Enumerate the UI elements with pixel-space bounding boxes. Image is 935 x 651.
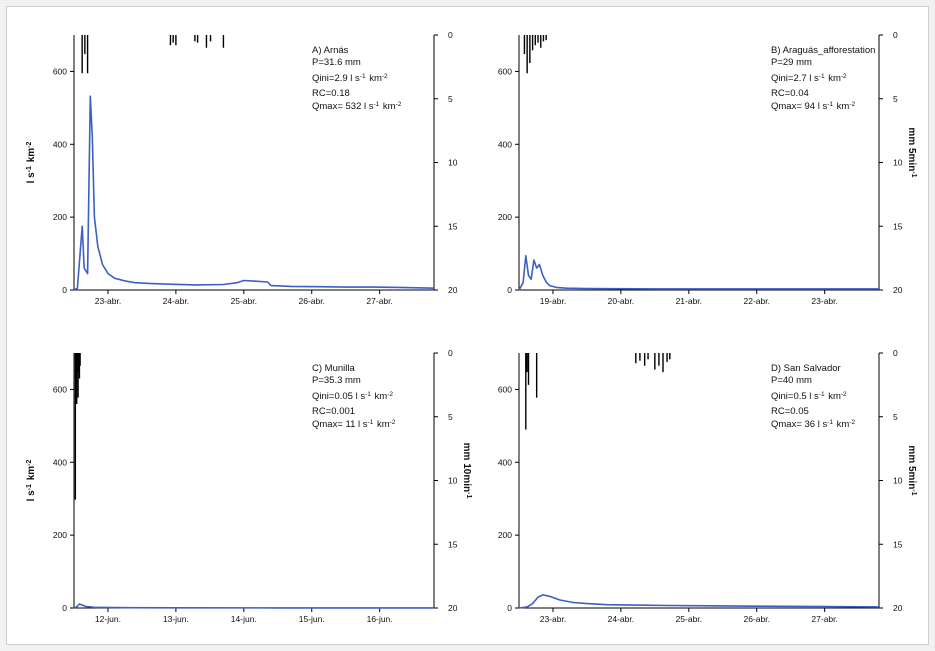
annotation-line: Qini=2.9 l s-1 km-2 — [312, 73, 388, 85]
panel-d: 0 200 400 600 0 5 10 15 20 23-abr. 24-abr. 25-abr. 2… — [498, 348, 918, 624]
panel-b: 0 200 400 600 0 5 10 15 20 19-abr. 20-abr. 21-abr. 2… — [498, 30, 918, 306]
annotation-line: P=40 mm — [771, 375, 812, 386]
annotation-line: RC=0.05 — [771, 406, 809, 417]
x-tick-label: 15-jun. — [299, 614, 325, 624]
y-left-tick-label: 200 — [53, 530, 67, 540]
x-tick-label: 20-abr. — [608, 296, 634, 306]
flow-series-line — [518, 594, 880, 609]
x-tick-label: 21-abr. — [676, 296, 702, 306]
x-tick-label: 23-abr. — [540, 614, 566, 624]
x-tick-label: 13-jun. — [163, 614, 189, 624]
flow-series-line — [73, 95, 435, 291]
annotation-line: Qini=0.5 l s-1 km-2 — [771, 391, 847, 403]
y-right-axis-label: mm 10min-1 — [461, 443, 473, 499]
x-tick-label: 23-abr. — [811, 296, 837, 306]
y-left-axis-label: l s-1 km-2 — [26, 141, 38, 183]
annotation-line: A) Arnás — [312, 45, 349, 56]
annotation-line: P=29 mm — [771, 57, 812, 68]
x-tick-label: 19-abr. — [540, 296, 566, 306]
annotation-line: P=31.6 mm — [312, 57, 361, 68]
annotation-line: Qmax= 94 l s-1 km-2 — [771, 101, 855, 113]
annotation-line: Qini=2.7 l s-1 km-2 — [771, 73, 847, 85]
panel-a: 0 200 400 600 0 5 10 15 20 23-abr. 24-abr. 25-abr. 2… — [26, 30, 458, 306]
y-left-tick-label: 0 — [507, 285, 512, 295]
flow-series-line — [73, 603, 434, 609]
y-left-tick-label: 200 — [498, 530, 512, 540]
y-right-axis-label: mm 5min-1 — [906, 127, 918, 177]
y-left-axis-label: l s-1 km-2 — [26, 459, 38, 501]
annotation-line: B) Araguás_afforestation — [771, 45, 875, 56]
annotation-line: RC=0.18 — [312, 88, 350, 99]
y-left-tick-label: 600 — [53, 384, 67, 394]
y-right-tick-label: 5 — [448, 94, 453, 104]
y-right-tick-label: 10 — [893, 158, 903, 168]
y-right-tick-label: 15 — [893, 221, 903, 231]
y-left-tick-label: 400 — [498, 457, 512, 467]
y-left-tick-label: 0 — [62, 603, 67, 613]
y-right-tick-label: 15 — [448, 539, 458, 549]
y-right-tick-label: 20 — [448, 603, 458, 613]
figure-frame: 0 200 400 600 0 5 10 15 20 23-abr. 24-abr. 25-abr. 2… — [6, 6, 929, 645]
y-right-tick-label: 0 — [448, 30, 453, 40]
y-left-tick-label: 600 — [53, 66, 67, 76]
x-tick-label: 26-abr. — [299, 296, 325, 306]
x-tick-label: 26-abr. — [744, 614, 770, 624]
annotation-line: Qmax= 11 l s-1 km-2 — [312, 419, 396, 431]
annotation-line: Qmax= 36 l s-1 km-2 — [771, 419, 855, 431]
y-right-tick-label: 15 — [448, 221, 458, 231]
flow-series-line — [518, 255, 879, 291]
x-tick-label: 14-jun. — [231, 614, 257, 624]
x-tick-label: 24-abr. — [163, 296, 189, 306]
x-tick-label: 23-abr. — [95, 296, 121, 306]
y-left-tick-label: 400 — [53, 457, 67, 467]
annotation-line: C) Munilla — [312, 363, 355, 374]
y-left-tick-label: 400 — [53, 139, 67, 149]
annotation-line: P=35.3 mm — [312, 375, 361, 386]
x-tick-label: 22-abr. — [744, 296, 770, 306]
y-left-tick-label: 400 — [498, 139, 512, 149]
y-right-tick-label: 5 — [893, 94, 898, 104]
y-right-tick-label: 0 — [893, 30, 898, 40]
y-right-tick-label: 10 — [448, 158, 458, 168]
y-right-tick-label: 20 — [893, 285, 903, 295]
x-tick-label: 24-abr. — [608, 614, 634, 624]
annotation-line: Qini=0.05 l s-1 km-2 — [312, 391, 393, 403]
y-left-tick-label: 200 — [498, 212, 512, 222]
y-left-tick-label: 200 — [53, 212, 67, 222]
annotation-line: D) San Salvador — [771, 363, 841, 374]
y-right-tick-label: 10 — [448, 476, 458, 486]
y-right-tick-label: 15 — [893, 539, 903, 549]
y-right-tick-label: 20 — [893, 603, 903, 613]
y-left-tick-label: 600 — [498, 66, 512, 76]
x-tick-label: 25-abr. — [676, 614, 702, 624]
y-left-tick-label: 0 — [62, 285, 67, 295]
annotation-line: RC=0.001 — [312, 406, 355, 417]
y-right-tick-label: 0 — [448, 348, 453, 358]
y-right-tick-label: 10 — [893, 476, 903, 486]
x-tick-label: 12-jun. — [95, 614, 121, 624]
x-tick-label: 25-abr. — [231, 296, 257, 306]
annotation-line: RC=0.04 — [771, 88, 809, 99]
annotation-line: Qmax= 532 l s-1 km-2 — [312, 101, 402, 113]
y-right-tick-label: 5 — [893, 412, 898, 422]
y-right-tick-label: 5 — [448, 412, 453, 422]
y-left-tick-label: 0 — [507, 603, 512, 613]
x-tick-label: 16-jun. — [367, 614, 393, 624]
y-right-tick-label: 0 — [893, 348, 898, 358]
y-right-axis-label: mm 5min-1 — [906, 445, 918, 495]
y-left-tick-label: 600 — [498, 384, 512, 394]
panel-c: 0 200 400 600 0 5 10 15 20 12-jun. 13-jun. 14-jun. 1… — [26, 348, 473, 624]
x-tick-label: 27-abr. — [366, 296, 392, 306]
y-right-tick-label: 20 — [448, 285, 458, 295]
x-tick-label: 27-abr. — [811, 614, 837, 624]
